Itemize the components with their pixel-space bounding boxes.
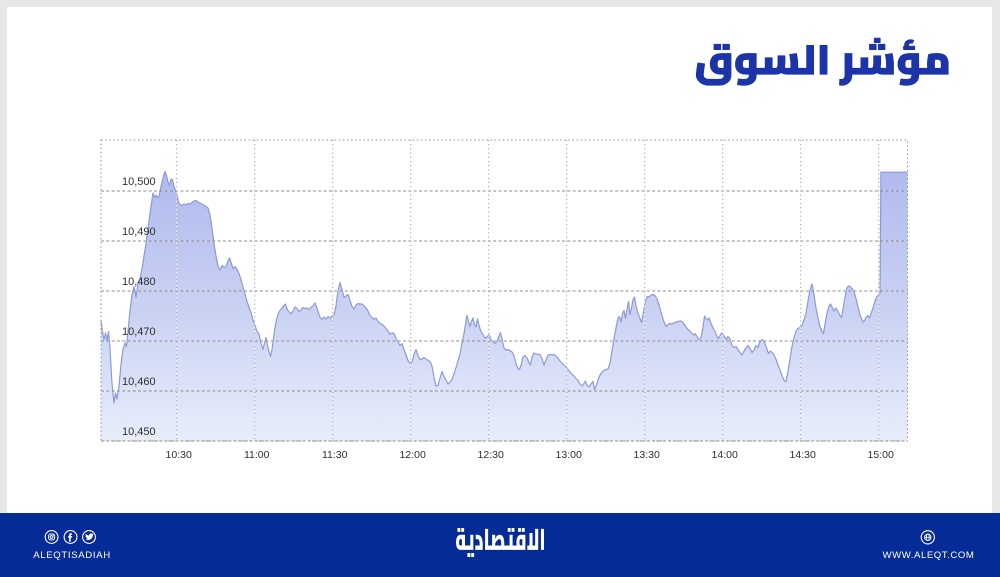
svg-text:10,470: 10,470: [122, 326, 156, 338]
svg-text:10,450: 10,450: [122, 426, 156, 438]
svg-text:11:30: 11:30: [322, 449, 348, 461]
svg-text:12:00: 12:00: [400, 449, 426, 461]
svg-text:14:00: 14:00: [712, 449, 738, 461]
svg-text:10:30: 10:30: [166, 449, 192, 461]
svg-text:12:30: 12:30: [478, 449, 504, 461]
svg-text:15:00: 15:00: [868, 449, 894, 461]
svg-text:10,460: 10,460: [122, 376, 156, 388]
svg-text:14:30: 14:30: [790, 449, 816, 461]
svg-text:13:00: 13:00: [556, 449, 582, 461]
svg-text:10,480: 10,480: [122, 276, 156, 288]
svg-text:WWW.ALEQT.COM: WWW.ALEQT.COM: [883, 550, 975, 561]
svg-text:13:30: 13:30: [634, 449, 660, 461]
svg-text:10,500: 10,500: [122, 176, 156, 188]
svg-text:11:00: 11:00: [244, 449, 270, 461]
svg-text:10,490: 10,490: [122, 226, 156, 238]
svg-text:ALEQTISADIAH: ALEQTISADIAH: [33, 550, 111, 561]
